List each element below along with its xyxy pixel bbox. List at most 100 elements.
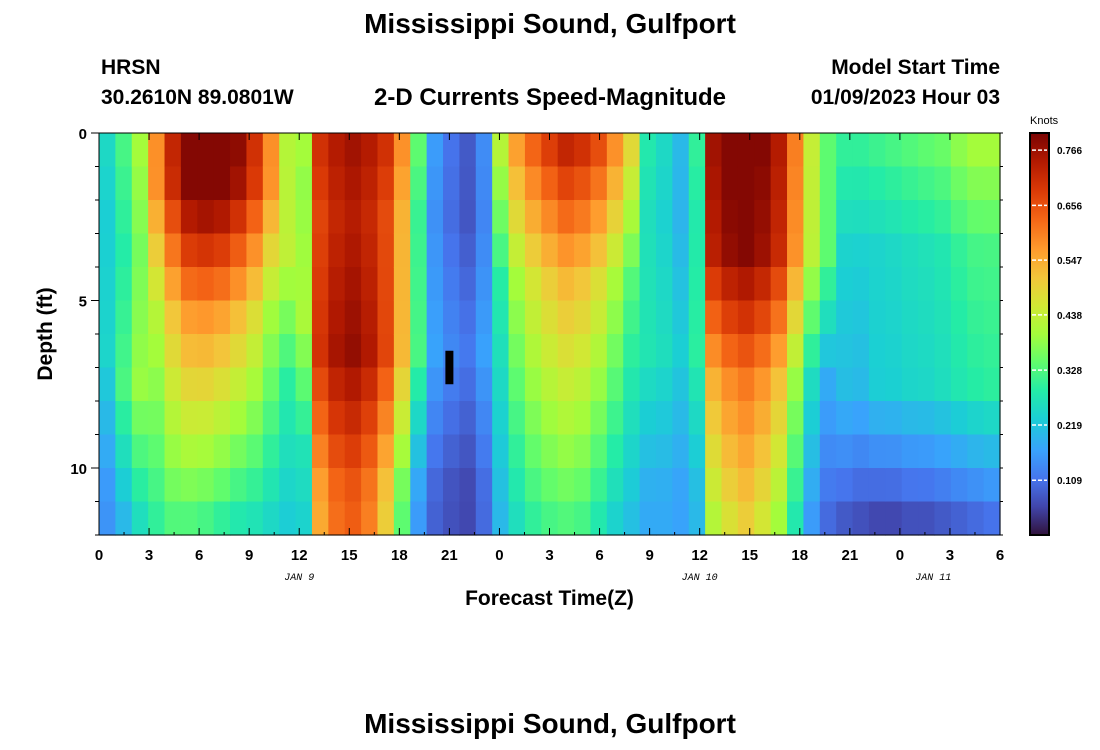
heatmap-cell <box>918 468 936 503</box>
heatmap-cell <box>262 468 280 503</box>
heatmap-cell <box>574 434 592 469</box>
heatmap-cell <box>623 233 641 268</box>
heatmap-cell <box>377 200 395 235</box>
x-tick-label: 21 <box>441 547 458 564</box>
heatmap-cell <box>148 267 166 302</box>
x-tick-label: 18 <box>791 547 808 564</box>
heatmap-cell <box>246 300 264 335</box>
heatmap-cell <box>492 334 510 369</box>
heatmap-cell <box>164 133 182 168</box>
heatmap-cell <box>99 401 116 436</box>
heatmap-cell <box>246 468 264 503</box>
heatmap-cell <box>852 434 870 469</box>
heatmap-cell <box>623 468 641 503</box>
x-tick-label: 6 <box>195 547 203 564</box>
heatmap-cell <box>508 501 526 536</box>
heatmap-cell <box>885 233 903 268</box>
heatmap-cell <box>819 434 837 469</box>
heatmap-cell <box>410 468 428 503</box>
heatmap-cell <box>311 300 329 335</box>
heatmap-cell <box>180 233 198 268</box>
heatmap-cell <box>655 334 673 369</box>
heatmap-cell <box>344 367 362 402</box>
heatmap-cell <box>295 468 313 503</box>
heatmap-cell <box>950 233 968 268</box>
heatmap-cell <box>295 334 313 369</box>
heatmap-cell <box>262 267 280 302</box>
heatmap-cell <box>852 300 870 335</box>
heatmap-cell <box>606 468 624 503</box>
heatmap-cell <box>180 501 198 536</box>
heatmap-cell <box>754 200 772 235</box>
heatmap-cell <box>148 468 166 503</box>
heatmap-cell <box>819 468 837 503</box>
heatmap-cell <box>918 133 936 168</box>
heatmap-cell <box>311 401 329 436</box>
heatmap-cell <box>230 300 248 335</box>
heatmap-cell <box>721 133 739 168</box>
heatmap-cell <box>426 468 444 503</box>
heatmap-cell <box>655 501 673 536</box>
heatmap-cell <box>197 300 215 335</box>
heatmap-cell <box>918 334 936 369</box>
heatmap-cell <box>836 468 854 503</box>
heatmap-cell <box>557 300 575 335</box>
heatmap-cell <box>983 233 1001 268</box>
heatmap-cell <box>623 334 641 369</box>
x-axis: 0 3 6 9 12 15 18 21 0 3 6 9 12 15 18 21 0 3 6 <box>95 133 1004 564</box>
heatmap-cell <box>721 300 739 335</box>
heatmap-cell <box>508 133 526 168</box>
heatmap-cell <box>344 401 362 436</box>
heatmap-cell <box>967 267 985 302</box>
heatmap-cell <box>492 133 510 168</box>
heatmap-cell <box>688 501 706 536</box>
heatmap-cell <box>721 501 739 536</box>
heatmap-cell <box>655 401 673 436</box>
heatmap-cell <box>410 300 428 335</box>
heatmap-cell <box>655 468 673 503</box>
heatmap-cell <box>787 267 805 302</box>
heatmap-cell <box>377 401 395 436</box>
heatmap-cell <box>459 133 477 168</box>
heatmap-cell <box>393 334 411 369</box>
heatmap-cell <box>541 401 559 436</box>
heatmap-cell <box>197 267 215 302</box>
heatmap-cell <box>983 501 1001 536</box>
heatmap-cell <box>623 401 641 436</box>
heatmap-cell <box>918 401 936 436</box>
heatmap-cell <box>590 468 608 503</box>
heatmap-cell <box>787 166 805 201</box>
heatmap-cell <box>754 434 772 469</box>
heatmap-cell <box>508 367 526 402</box>
heatmap-cell <box>131 401 149 436</box>
heatmap-cell <box>459 468 477 503</box>
heatmap-cell <box>410 434 428 469</box>
heatmap-cell <box>639 501 657 536</box>
heatmap-cell <box>311 133 329 168</box>
heatmap-cell <box>836 300 854 335</box>
heatmap-cell <box>950 468 968 503</box>
heatmap-cell <box>967 133 985 168</box>
heatmap-cell <box>279 434 297 469</box>
heatmap-cell <box>885 334 903 369</box>
heatmap-cell <box>983 300 1001 335</box>
heatmap-cell <box>459 401 477 436</box>
heatmap-cell <box>524 334 542 369</box>
heatmap-cell <box>655 200 673 235</box>
heatmap-cell <box>819 334 837 369</box>
heatmap-cell <box>541 334 559 369</box>
heatmap-cell <box>492 233 510 268</box>
heatmap-cell <box>770 468 788 503</box>
heatmap-cell <box>246 501 264 536</box>
heatmap-cell <box>950 401 968 436</box>
heatmap-cell <box>279 133 297 168</box>
heatmap-cell <box>606 434 624 469</box>
heatmap-cell <box>836 166 854 201</box>
heatmap-cell <box>262 133 280 168</box>
heatmap-cell <box>246 334 264 369</box>
x-tick-label: 3 <box>946 547 954 564</box>
heatmap-cell <box>787 401 805 436</box>
heatmap-cell <box>230 434 248 469</box>
heatmap-cell <box>688 200 706 235</box>
heatmap-cell <box>541 166 559 201</box>
